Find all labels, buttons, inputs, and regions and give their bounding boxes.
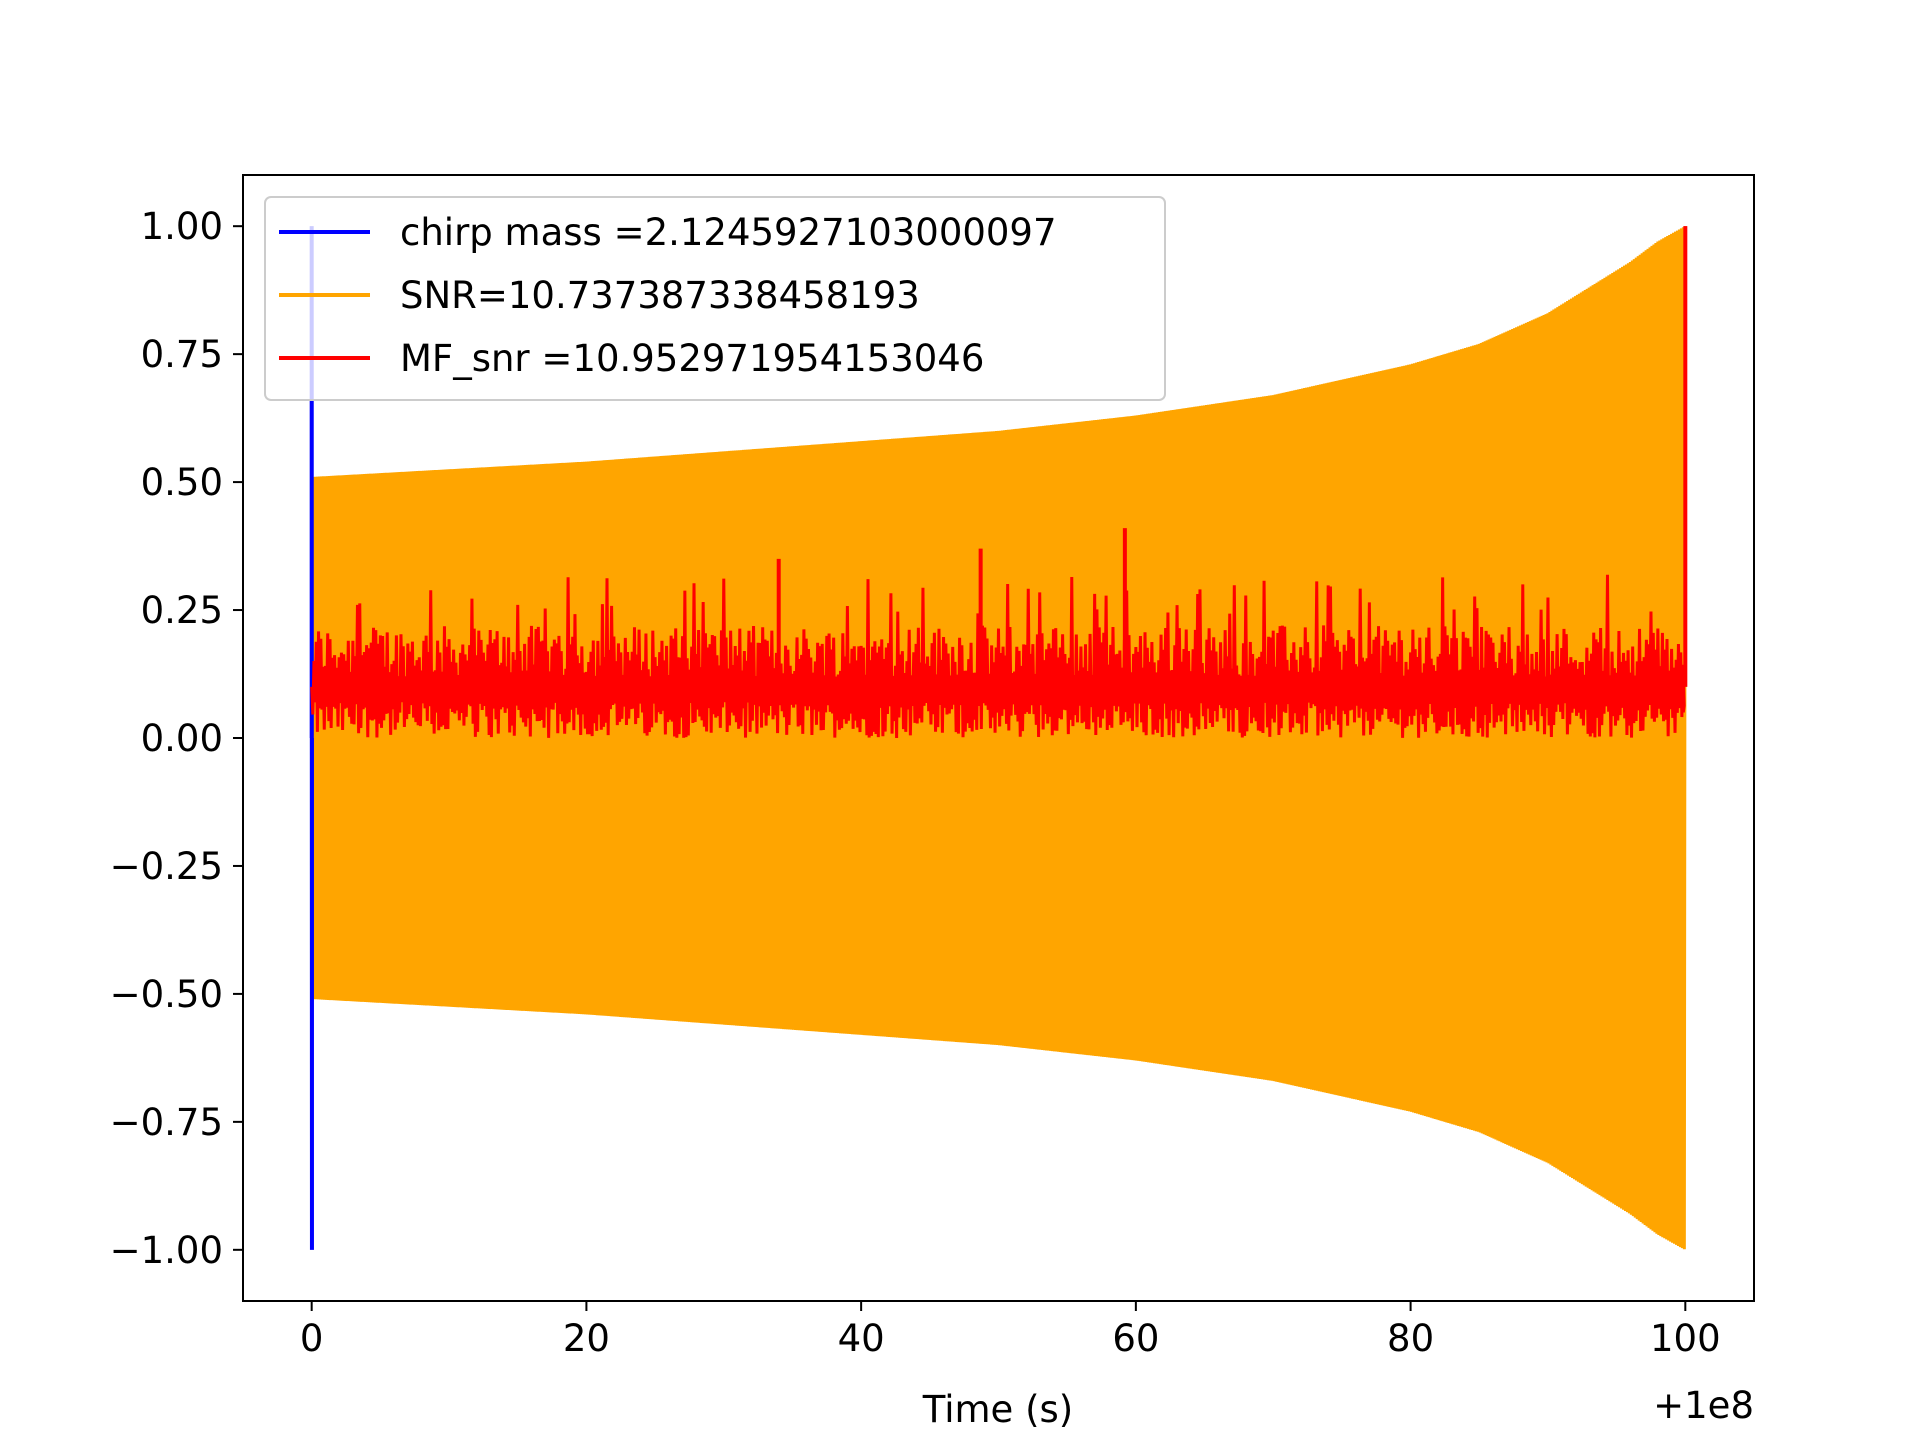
legend: chirp mass =2.1245927103000097 SNR=10.737… [264, 196, 1166, 401]
x-tick-label: 20 [563, 1317, 610, 1360]
series-snr-line [310, 226, 1687, 1250]
plot-area [309, 226, 1688, 1250]
y-tick-label: 0.75 [141, 333, 223, 376]
y-tick-label: 0.50 [141, 461, 223, 504]
x-tick-label: 60 [1112, 1317, 1159, 1360]
series-mf-snr-line [310, 574, 1686, 739]
y-axis: 1.00 0.75 0.50 0.25 0.00 −0.25 −0.50 −0.75 −1.00 [110, 205, 243, 1272]
legend-label: SNR=10.737387338458193 [400, 274, 920, 317]
legend-box [264, 196, 1166, 401]
y-tick-label: 0.25 [141, 589, 223, 632]
x-tick-label: 0 [300, 1317, 324, 1360]
y-tick-label: 0.00 [141, 717, 223, 760]
y-tick-label: −1.00 [110, 1229, 223, 1272]
y-tick-label: −0.75 [110, 1101, 223, 1144]
x-tick-label: 40 [838, 1317, 885, 1360]
y-tick-label: 1.00 [141, 205, 223, 248]
y-tick-label: −0.25 [110, 845, 223, 888]
x-axis: 0 20 40 60 80 100 [300, 1301, 1721, 1360]
x-offset-label: +1e8 [1653, 1384, 1754, 1427]
legend-label: MF_snr =10.952971954153046 [400, 337, 984, 380]
legend-label: chirp mass =2.1245927103000097 [400, 211, 1057, 254]
y-tick-label: −0.50 [110, 973, 223, 1016]
x-tick-label: 80 [1387, 1317, 1434, 1360]
x-axis-label: Time (s) [922, 1388, 1073, 1431]
x-tick-label: 100 [1650, 1317, 1721, 1360]
